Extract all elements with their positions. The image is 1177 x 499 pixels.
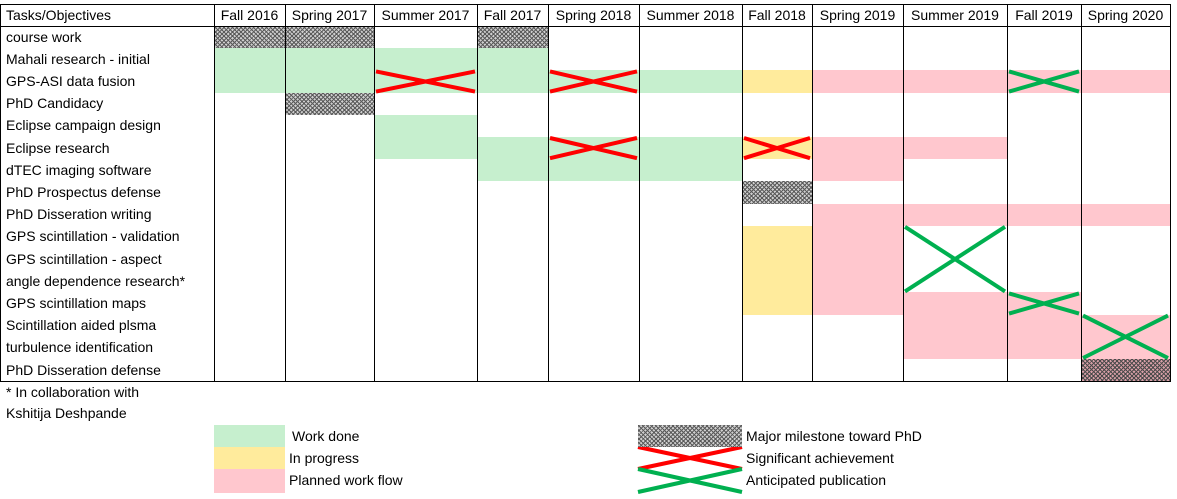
legend-publication-cross: [637, 467, 743, 494]
grid-line-header-bottom: [0, 26, 1171, 27]
legend-label-achievement: Significant achievement: [746, 450, 894, 466]
grid-line-col-9: [1007, 4, 1008, 383]
cell-gps-scintillation-maps-summer-2019: [903, 292, 1007, 315]
cell-eclipse-campaign-design-summer-2017: [374, 114, 477, 160]
grid-line-col-1: [285, 4, 286, 383]
grid-line-col-10: [1081, 4, 1082, 383]
row-label-angle-dependence-research: angle dependence research*: [6, 272, 186, 289]
col-header-summer-2018: Summer 2018: [646, 7, 735, 23]
legend-achievement-cross: [637, 445, 743, 471]
cell-course-work-fall-2017: [477, 26, 548, 49]
achievement-cross-3: [549, 136, 638, 161]
publication-cross-2: [1008, 69, 1080, 94]
legend-label-in-progress: In progress: [289, 450, 360, 466]
row-label-phd-disseration-writing: PhD Disseration writing: [6, 206, 152, 223]
row-label-gps-asi-data-fusion: GPS-ASI data fusion: [6, 72, 136, 89]
legend-label-milestone: Major milestone toward PhD: [746, 428, 922, 444]
grid-line-col-8: [903, 4, 904, 383]
footnote-line-1: * In collaboration with: [6, 384, 140, 400]
col-header-spring-2018: Spring 2018: [555, 7, 632, 23]
cell-gps-scintillation-validation-spring-2019: [812, 225, 903, 315]
legend-label-work-done: Work done: [292, 428, 360, 444]
legend-label-publication: Anticipated publication: [746, 472, 887, 488]
cell-eclipse-research-summer-2019: [903, 137, 1007, 160]
achievement-cross-4: [743, 136, 811, 161]
row-label-phd-candidacy: PhD Candidacy: [6, 95, 104, 112]
grid-line-top: [0, 4, 1171, 5]
row-label-gps-scintillation-validation: GPS scintillation - validation: [6, 228, 180, 245]
cell-gps-asi-data-fusion-spring-2019: [812, 70, 1170, 93]
achievement-cross-1: [549, 69, 638, 94]
row-label-course-work: course work: [6, 28, 82, 45]
cell-scintillation-aided-plsma-summer-2019: [903, 314, 1081, 359]
cell-phd-candidacy-spring-2017: [285, 92, 374, 115]
col-header-spring-2020: Spring 2020: [1087, 7, 1164, 23]
legend-label-planned: Planned work flow: [289, 472, 403, 488]
col-header-spring-2019: Spring 2019: [819, 7, 896, 23]
legend-swatch-in-progress: [214, 447, 285, 469]
cell-mahali-research-initial-fall-2017: [477, 48, 548, 93]
publication-cross-5: [903, 225, 1007, 294]
row-label-phd-prospectus-defense: PhD Prospectus defense: [6, 183, 161, 200]
grid-line-col-6: [742, 4, 743, 383]
col-header-fall-2018: Fall 2018: [748, 7, 806, 23]
row-label-eclipse-campaign-design: Eclipse campaign design: [6, 117, 161, 134]
row-label-scintillation-aided-plsma: Scintillation aided plsma: [6, 317, 157, 334]
legend-swatch-milestone: [638, 425, 742, 447]
grid-line-col-3: [477, 4, 478, 383]
grid-line-col-5: [639, 4, 640, 383]
col-header-fall-2019: Fall 2019: [1015, 7, 1073, 23]
row-label-phd-disseration-defense: PhD Disseration defense: [6, 361, 161, 378]
cell-phd-disseration-defense-spring-2020: [1081, 359, 1170, 382]
cell-course-work-fall-2016: [214, 26, 374, 49]
grid-line-col-11: [1170, 4, 1171, 383]
legend-swatch-work-done: [214, 425, 285, 447]
grid-line-col-2: [374, 4, 375, 383]
cell-gps-asi-data-fusion-fall-2018: [742, 70, 812, 93]
row-label-dtec-imaging-software: dTEC imaging software: [6, 161, 152, 178]
cell-eclipse-research-spring-2019: [812, 137, 903, 182]
achievement-cross-0: [375, 69, 476, 94]
col-header-summer-2019: Summer 2019: [911, 7, 999, 23]
footnote-line-2: Kshitija Deshpande: [6, 405, 127, 421]
grid-line-col-4: [548, 4, 549, 383]
grid-line-left: [0, 4, 1, 382]
row-label-gps-scintillation-aspect: GPS scintillation - aspect: [6, 250, 162, 267]
grid-line-col-0: [214, 4, 215, 383]
cell-gps-scintillation-validation-fall-2018: [742, 225, 812, 315]
legend-swatch-planned: [214, 469, 285, 493]
grid-line-bottom: [0, 381, 1171, 383]
col-header-summer-2017: Summer 2017: [381, 7, 470, 23]
row-label-mahali-research-initial: Mahali research - initial: [6, 50, 150, 67]
cell-phd-prospectus-defense-fall-2018: [742, 181, 812, 204]
row-label-eclipse-research: Eclipse research: [6, 139, 110, 156]
grid-line-col-7: [812, 4, 813, 383]
header-tasks-label: Tasks/Objectives: [6, 7, 112, 23]
col-header-fall-2016: Fall 2016: [220, 7, 279, 23]
cell-phd-disseration-writing-spring-2019: [812, 203, 1170, 226]
col-header-fall-2017: Fall 2017: [483, 7, 542, 23]
row-label-turbulence-identification: turbulence identification: [6, 339, 154, 356]
publication-cross-6: [1008, 291, 1080, 316]
col-header-spring-2017: Spring 2017: [291, 7, 368, 23]
publication-cross-7: [1082, 313, 1169, 360]
cell-gps-asi-data-fusion-spring-2018: [548, 70, 742, 93]
row-label-gps-scintillation-maps: GPS scintillation maps: [6, 294, 147, 311]
cell-mahali-research-initial-fall-2016: [214, 48, 477, 93]
